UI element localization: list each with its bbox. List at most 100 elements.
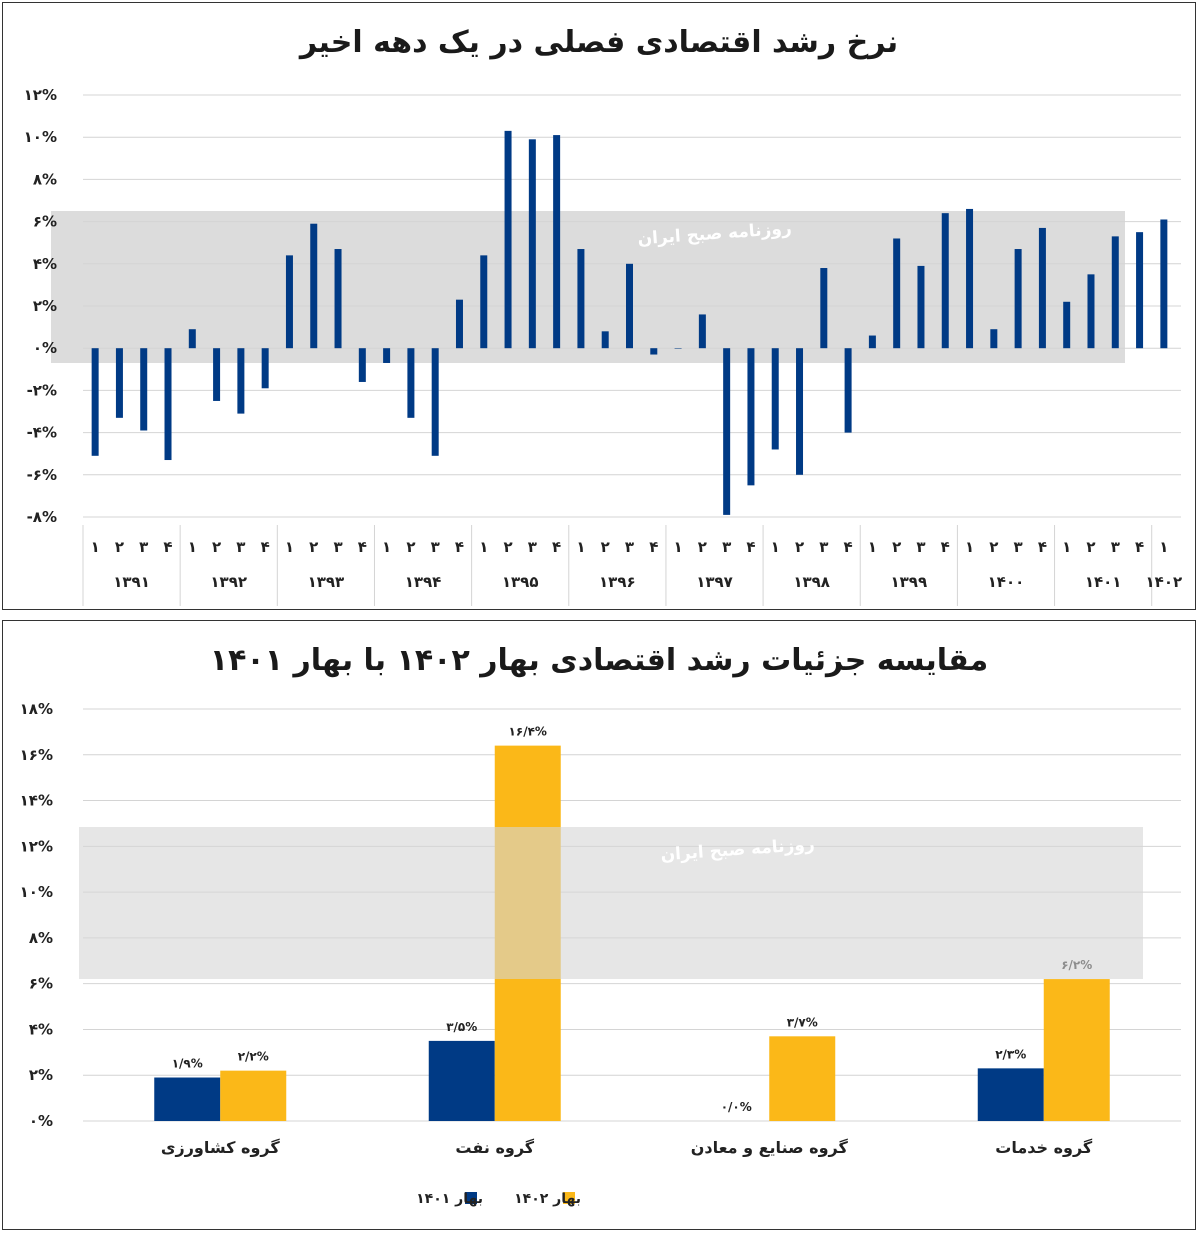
- y-tick-label: ۱۰%: [20, 883, 53, 901]
- quarter-label: ۳: [819, 538, 828, 556]
- year-label: ۱۴۰۲: [1146, 573, 1183, 591]
- growth-bar: [140, 348, 148, 431]
- quarter-label: ۲: [503, 538, 512, 556]
- y-tick-label: -۲%: [27, 381, 57, 399]
- quarter-label: ۱: [285, 538, 294, 556]
- quarter-label: ۴: [163, 538, 172, 556]
- growth-bar: [431, 348, 439, 456]
- quarter-label: ۱: [771, 538, 780, 556]
- sector-comparison-panel: مقایسه جزئیات رشد اقتصادی بهار ۱۴۰۲ با ب…: [2, 620, 1196, 1230]
- year-label: ۱۳۹۲: [210, 573, 247, 591]
- y-tick-label: ۱۶%: [20, 746, 53, 764]
- y-tick-label: -۸%: [27, 508, 57, 526]
- growth-bar: [1014, 249, 1022, 349]
- quarter-label: ۴: [552, 538, 561, 556]
- data-label: ۱/۹%: [172, 1057, 203, 1071]
- quarter-label: ۴: [261, 538, 270, 556]
- quarter-label: ۲: [212, 538, 221, 556]
- legend-label-1401: بهار ۱۴۰۱: [416, 1191, 483, 1207]
- data-label: ۲/۲%: [238, 1050, 269, 1064]
- growth-bar: [188, 329, 196, 349]
- quarter-label: ۴: [941, 538, 950, 556]
- y-tick-label: ۲%: [33, 297, 57, 315]
- category-label: گروه نفت: [455, 1138, 534, 1157]
- growth-bar: [820, 268, 828, 349]
- y-tick-label: ۱۲%: [20, 837, 53, 855]
- year-label: ۱۳۹۳: [308, 573, 345, 591]
- quarter-label: ۱: [382, 538, 391, 556]
- growth-bar: [213, 348, 221, 401]
- quarter-label: ۲: [989, 538, 998, 556]
- quarter-label: ۲: [698, 538, 707, 556]
- growth-bar: [91, 348, 99, 456]
- quarter-label: ۳: [139, 538, 148, 556]
- growth-bar: [698, 314, 706, 349]
- data-label: ۳/۷%: [787, 1015, 818, 1029]
- quarter-label: ۳: [1111, 538, 1120, 556]
- sector-bar: [977, 1068, 1044, 1121]
- quarter-label: ۴: [1135, 538, 1144, 556]
- growth-bar: [917, 265, 925, 349]
- quarter-label: ۳: [236, 538, 245, 556]
- sector-bar: [1043, 979, 1110, 1121]
- y-tick-label: ۸%: [33, 170, 57, 188]
- growth-bar: [577, 249, 585, 349]
- quarter-label: ۱: [965, 538, 974, 556]
- data-label: ۰/۰%: [721, 1100, 752, 1114]
- y-tick-label: ۶%: [33, 213, 57, 231]
- quarter-label: ۳: [722, 538, 731, 556]
- growth-bar: [383, 348, 391, 363]
- growth-bar: [1038, 227, 1046, 349]
- sector-comparison-chart: ۱۸% ۱۶% ۱۴% ۱۲% ۱۰% ۸% ۶% ۴% ۲% ۰% ۱/۹% ۲/۲% گروه کش…: [20, 700, 1181, 1207]
- data-label: ۱۶/۴%: [509, 725, 547, 739]
- category-label: گروه صنایع و معادن: [691, 1138, 849, 1157]
- legend-label-1402: بهار ۱۴۰۲: [514, 1191, 581, 1207]
- quarter-label: ۴: [358, 538, 367, 556]
- quarter-label: ۲: [115, 538, 124, 556]
- year-label: ۱۴۰۱: [1085, 573, 1122, 591]
- growth-bar: [334, 249, 342, 349]
- quarter-label: ۲: [601, 538, 610, 556]
- growth-bar: [237, 348, 245, 414]
- growth-bar: [650, 348, 658, 355]
- category-label: گروه خدمات: [995, 1138, 1093, 1157]
- category-label: گروه کشاورزی: [161, 1138, 281, 1157]
- quarter-label: ۲: [892, 538, 901, 556]
- growth-bar: [1111, 236, 1119, 349]
- quarter-label: ۳: [1014, 538, 1023, 556]
- year-label: ۱۳۹۴: [405, 573, 442, 591]
- growth-bar: [528, 139, 536, 349]
- growth-bar: [1063, 301, 1071, 349]
- quarter-label: ۱: [576, 538, 585, 556]
- y-tick-label: ۱۲%: [24, 86, 57, 104]
- y-tick-label: ۴%: [33, 255, 57, 273]
- quarter-label: ۴: [649, 538, 658, 556]
- growth-bar: [164, 348, 172, 461]
- growth-bar: [990, 329, 998, 349]
- quarter-label: ۱: [1159, 538, 1168, 556]
- growth-bar: [771, 348, 779, 450]
- growth-bar: [1087, 274, 1095, 349]
- quarter-label: ۴: [844, 538, 853, 556]
- sector-bar: [154, 1077, 221, 1121]
- quarter-label: ۲: [406, 538, 415, 556]
- legend-swatch-1402: [563, 1192, 575, 1204]
- quarter-label: ۳: [333, 538, 342, 556]
- year-label: ۱۳۹۸: [793, 573, 830, 591]
- growth-bar: [553, 135, 561, 349]
- growth-bar: [966, 208, 974, 349]
- year-label: ۱۳۹۹: [891, 573, 928, 591]
- quarter-label: ۱: [188, 538, 197, 556]
- year-label: ۱۴۰۰: [988, 573, 1025, 591]
- quarter-label: ۱: [91, 538, 100, 556]
- y-tick-label: -۴%: [27, 424, 57, 442]
- sector-bar: [428, 1040, 495, 1121]
- data-label: ۲/۳%: [995, 1047, 1026, 1061]
- sector-bar: [220, 1070, 287, 1121]
- y-tick-label: ۱۴%: [20, 792, 53, 810]
- quarter-label: ۲: [309, 538, 318, 556]
- y-tick-label: ۱۰%: [24, 128, 57, 146]
- quarterly-growth-chart: روزنامه صبح ایران۱۲%۱۰%۸%۶%۴%۲%۰%-۲%-۴%-…: [24, 86, 1183, 606]
- quarter-label: ۳: [431, 538, 440, 556]
- quarter-label: ۱: [673, 538, 682, 556]
